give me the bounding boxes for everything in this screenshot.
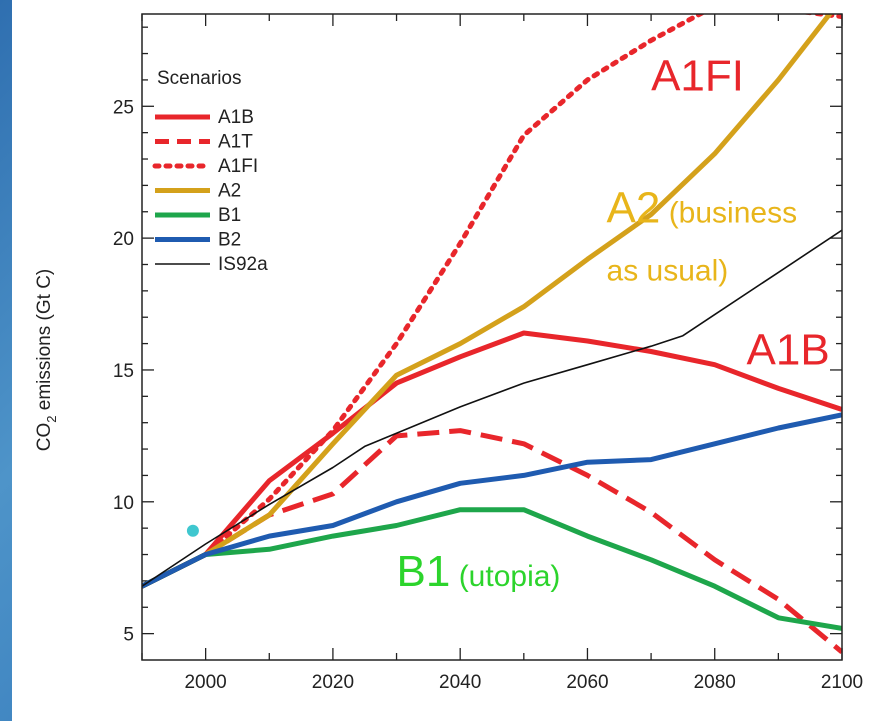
legend-label-a2: A2 (218, 181, 241, 202)
legend-label-is92a: IS92a (218, 254, 268, 275)
chart-svg: 2000 2020 2040 2060 2080 2100 5 10 15 20 25 CO2 em… (12, 0, 888, 721)
legend-label-b2: B2 (218, 230, 241, 251)
legend-label-a1t: A1T (218, 132, 253, 153)
y-tick-label: 25 (113, 97, 134, 118)
x-tick-label: 2040 (439, 672, 481, 693)
x-tick-label: 2060 (566, 672, 608, 693)
legend-title: Scenarios (157, 68, 242, 89)
series-line-b2 (142, 412, 842, 589)
emissions-chart: 2000 2020 2040 2060 2080 2100 5 10 15 20 25 CO2 em… (12, 0, 888, 721)
x-tick-label: 2000 (184, 672, 226, 693)
chart-annotation: as usual) (607, 254, 729, 287)
series-line-a2 (142, 14, 833, 589)
chart-annotation: A1B (747, 326, 830, 375)
observed-point (186, 524, 199, 537)
series-line-b1 (142, 507, 842, 631)
legend-label-a1b: A1B (218, 107, 254, 128)
y-axis-label: CO2 emissions (Gt C) (34, 269, 59, 451)
x-tick-label: 2080 (694, 672, 736, 693)
y-tick-label: 5 (123, 625, 134, 646)
series-line-a1fi (142, 14, 842, 589)
x-tick-label: 2020 (312, 672, 354, 693)
series-line-is92a (142, 229, 842, 587)
y-tick-label: 20 (113, 229, 134, 250)
y-tick-label: 15 (113, 361, 134, 382)
chart-annotation: A2 (business (607, 183, 798, 232)
x-tick-label: 2100 (821, 672, 863, 693)
plot-frame (141, 13, 843, 661)
legend-label-b1: B1 (218, 205, 241, 226)
series-line-a1b (142, 330, 842, 589)
chart-annotation: A1FI (651, 51, 744, 100)
legend-label-a1fi: A1FI (218, 156, 258, 177)
y-tick-label: 10 (113, 493, 134, 514)
chart-annotation: B1 (utopia) (397, 547, 561, 596)
